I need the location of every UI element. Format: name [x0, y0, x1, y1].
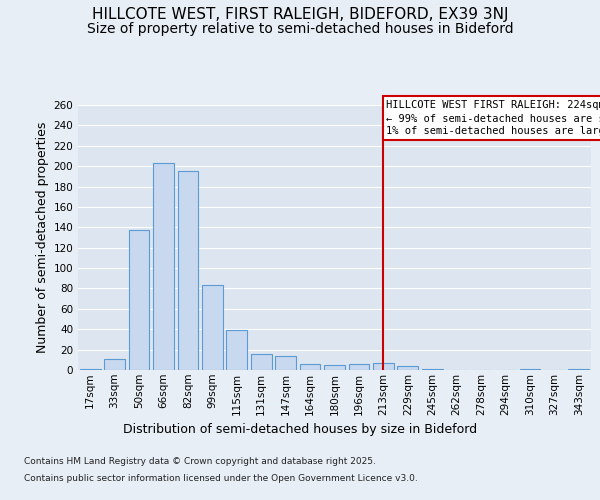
Bar	[80, 369, 101, 370]
Text: HILLCOTE WEST FIRST RALEIGH: 224sqm
← 99% of semi-detached houses are smaller (7: HILLCOTE WEST FIRST RALEIGH: 224sqm ← 99…	[386, 100, 600, 136]
Bar	[373, 363, 394, 370]
Bar	[275, 356, 296, 370]
Bar	[349, 364, 370, 370]
Bar	[226, 330, 247, 370]
Bar	[397, 366, 418, 370]
Bar	[324, 365, 345, 370]
Bar	[299, 364, 320, 370]
Bar	[202, 286, 223, 370]
Text: HILLCOTE WEST, FIRST RALEIGH, BIDEFORD, EX39 3NJ: HILLCOTE WEST, FIRST RALEIGH, BIDEFORD, …	[92, 8, 508, 22]
Bar	[104, 359, 125, 370]
Text: Contains public sector information licensed under the Open Government Licence v3: Contains public sector information licen…	[24, 474, 418, 483]
Bar	[178, 171, 199, 370]
Bar	[520, 369, 541, 370]
Bar	[251, 354, 272, 370]
Y-axis label: Number of semi-detached properties: Number of semi-detached properties	[36, 122, 49, 353]
Text: Contains HM Land Registry data © Crown copyright and database right 2025.: Contains HM Land Registry data © Crown c…	[24, 458, 376, 466]
Bar	[422, 369, 443, 370]
Text: Distribution of semi-detached houses by size in Bideford: Distribution of semi-detached houses by …	[123, 422, 477, 436]
Bar	[153, 163, 174, 370]
Bar	[128, 230, 149, 370]
Text: Size of property relative to semi-detached houses in Bideford: Size of property relative to semi-detach…	[86, 22, 514, 36]
Bar	[568, 369, 589, 370]
